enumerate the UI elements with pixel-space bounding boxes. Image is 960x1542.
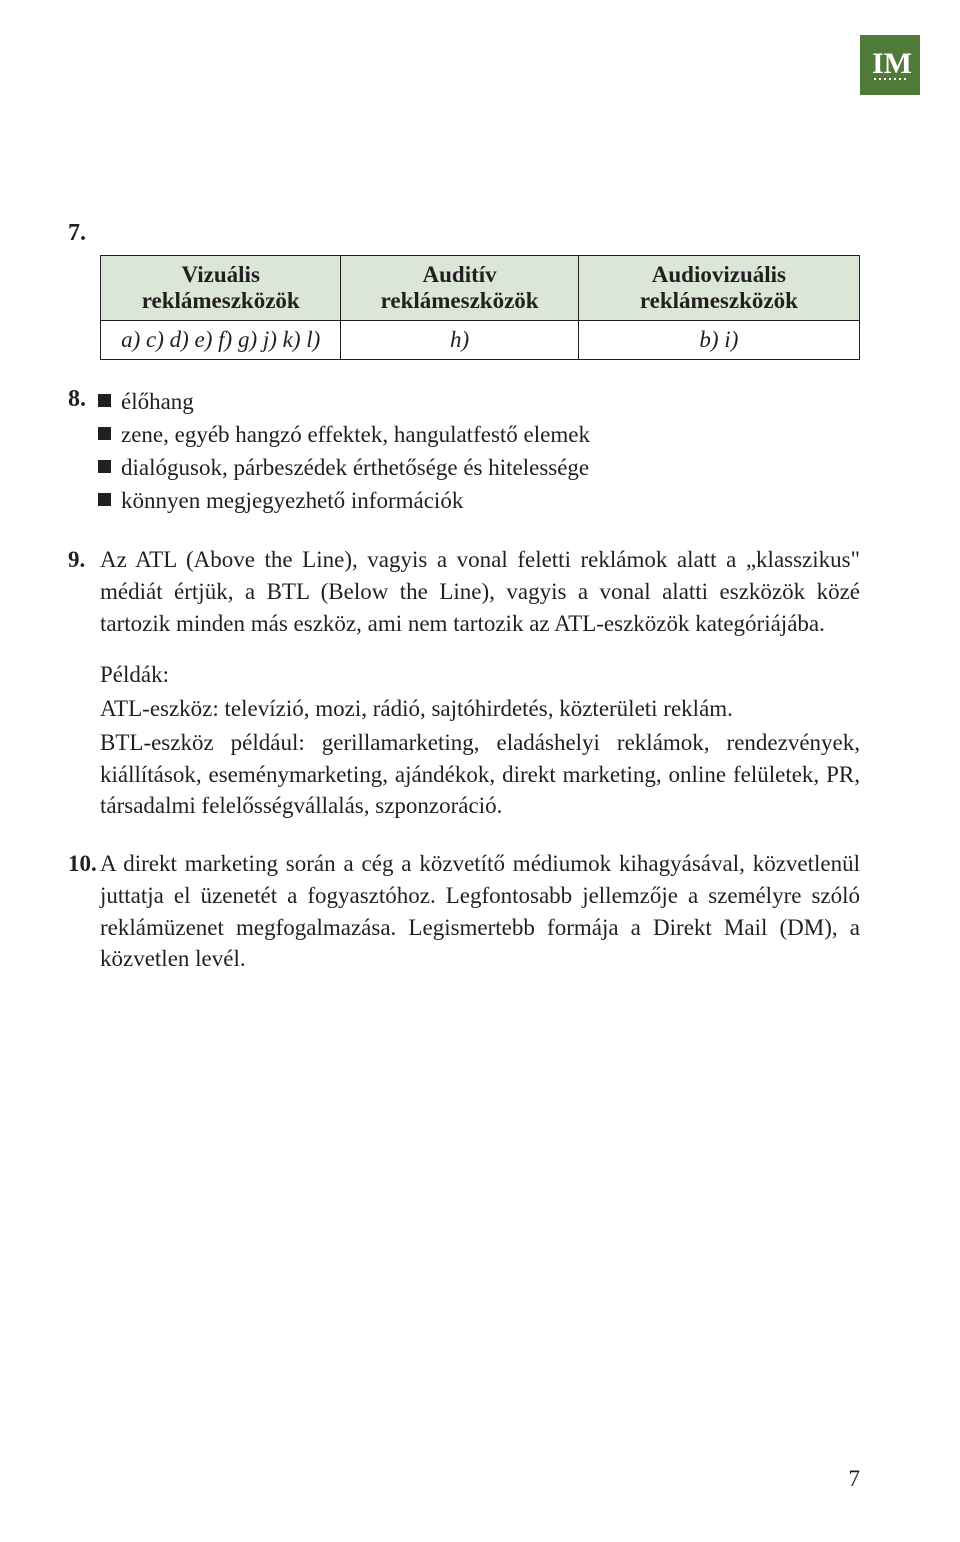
col-header-audiovisual: Audiovizuális reklámeszközök: [578, 256, 859, 321]
document-page: IM 7. Vizuális reklámeszközök Auditív re…: [0, 0, 960, 1542]
section-8-number: 8.: [68, 386, 98, 413]
examples-label: Példák:: [100, 659, 860, 691]
section-8-bullets: élőhang zene, egyéb hangzó effektek, han…: [98, 386, 818, 518]
square-bullet-icon: [98, 394, 111, 407]
brand-logo-badge: IM: [860, 35, 920, 95]
col-header-visual: Vizuális reklámeszközök: [101, 256, 341, 321]
cell-visual: a) c) d) e) f) g) j) k) l): [101, 321, 341, 360]
section-9-number: 9.: [68, 544, 100, 576]
section-9-para1: Az ATL (Above the Line), vagyis a vonal …: [100, 547, 860, 635]
cell-audiovisual: b) i): [578, 321, 859, 360]
bullet-item: zene, egyéb hangzó effektek, hangulatfes…: [98, 419, 818, 450]
btl-line: BTL-eszköz például: gerillamarketing, el…: [100, 727, 860, 822]
atl-line: ATL-eszköz: televízió, mozi, rádió, sajt…: [100, 693, 860, 725]
section-7-number: 7.: [68, 220, 860, 247]
bullet-item: könnyen megjegyezhető információk: [98, 485, 818, 516]
bullet-item: élőhang: [98, 386, 818, 417]
section-10-number: 10.: [68, 848, 100, 880]
col-header-auditive: Auditív reklámeszközök: [341, 256, 578, 321]
section-10-para: A direkt marketing során a cég a közvetí…: [100, 851, 860, 971]
bullet-text: élőhang: [121, 386, 194, 417]
bullet-text: könnyen megjegyezhető információk: [121, 485, 463, 516]
table-header-row: Vizuális reklámeszközök Auditív reklámes…: [101, 256, 860, 321]
page-number: 7: [849, 1466, 861, 1492]
bullet-text: zene, egyéb hangzó effektek, hangulatfes…: [121, 419, 590, 450]
logo-text: IM: [872, 47, 912, 80]
table-row: a) c) d) e) f) g) j) k) l) h) b) i): [101, 321, 860, 360]
brand-logo-icon: IM: [868, 43, 912, 87]
bullet-text: dialógusok, párbeszédek érthetősége és h…: [121, 452, 589, 483]
cell-auditive: h): [341, 321, 578, 360]
answers-table: Vizuális reklámeszközök Auditív reklámes…: [100, 255, 860, 360]
square-bullet-icon: [98, 460, 111, 473]
bullet-item: dialógusok, párbeszédek érthetősége és h…: [98, 452, 818, 483]
square-bullet-icon: [98, 493, 111, 506]
square-bullet-icon: [98, 427, 111, 440]
